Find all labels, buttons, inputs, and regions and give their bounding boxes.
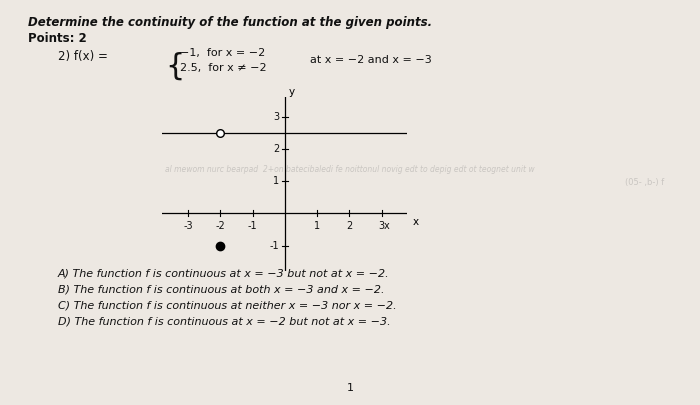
Text: 2.5,  for x ≠ −2: 2.5, for x ≠ −2 xyxy=(180,63,267,73)
Text: -1: -1 xyxy=(248,222,258,231)
Text: Points: 2: Points: 2 xyxy=(28,32,87,45)
Text: -1: -1 xyxy=(270,241,279,251)
Text: x: x xyxy=(412,217,419,227)
Text: 3: 3 xyxy=(273,111,279,122)
Text: x: x xyxy=(384,222,389,231)
Text: −1,  for x = −2: −1, for x = −2 xyxy=(180,48,265,58)
Text: 1: 1 xyxy=(273,176,279,186)
Text: (05- ,b-) f: (05- ,b-) f xyxy=(625,179,664,188)
Text: -3: -3 xyxy=(183,222,193,231)
Text: 1: 1 xyxy=(346,383,354,393)
Text: {: { xyxy=(165,52,184,81)
Text: -2: -2 xyxy=(216,222,225,231)
Text: 3: 3 xyxy=(379,222,385,231)
Text: y: y xyxy=(289,87,295,97)
Text: B) The function f is continuous at both x = −3 and x = −2.: B) The function f is continuous at both … xyxy=(58,284,384,294)
Text: at x = −2 and x = −3: at x = −2 and x = −3 xyxy=(310,55,432,65)
Text: 1: 1 xyxy=(314,222,320,231)
Text: 2) f(x) =: 2) f(x) = xyxy=(58,50,108,63)
Text: al mewom nurc bearpad  2+on batecibaledi fe noittonul novig edt to depig edt ot : al mewom nurc bearpad 2+on batecibaledi … xyxy=(165,166,535,175)
Text: C) The function f is continuous at neither x = −3 nor x = −2.: C) The function f is continuous at neith… xyxy=(58,300,397,310)
Text: D) The function f is continuous at x = −2 but not at x = −3.: D) The function f is continuous at x = −… xyxy=(58,316,391,326)
Text: A) The function f is continuous at x = −3 but not at x = −2.: A) The function f is continuous at x = −… xyxy=(58,268,390,278)
Text: 2: 2 xyxy=(346,222,353,231)
Text: 2: 2 xyxy=(273,144,279,154)
Text: Determine the continuity of the function at the given points.: Determine the continuity of the function… xyxy=(28,16,432,29)
